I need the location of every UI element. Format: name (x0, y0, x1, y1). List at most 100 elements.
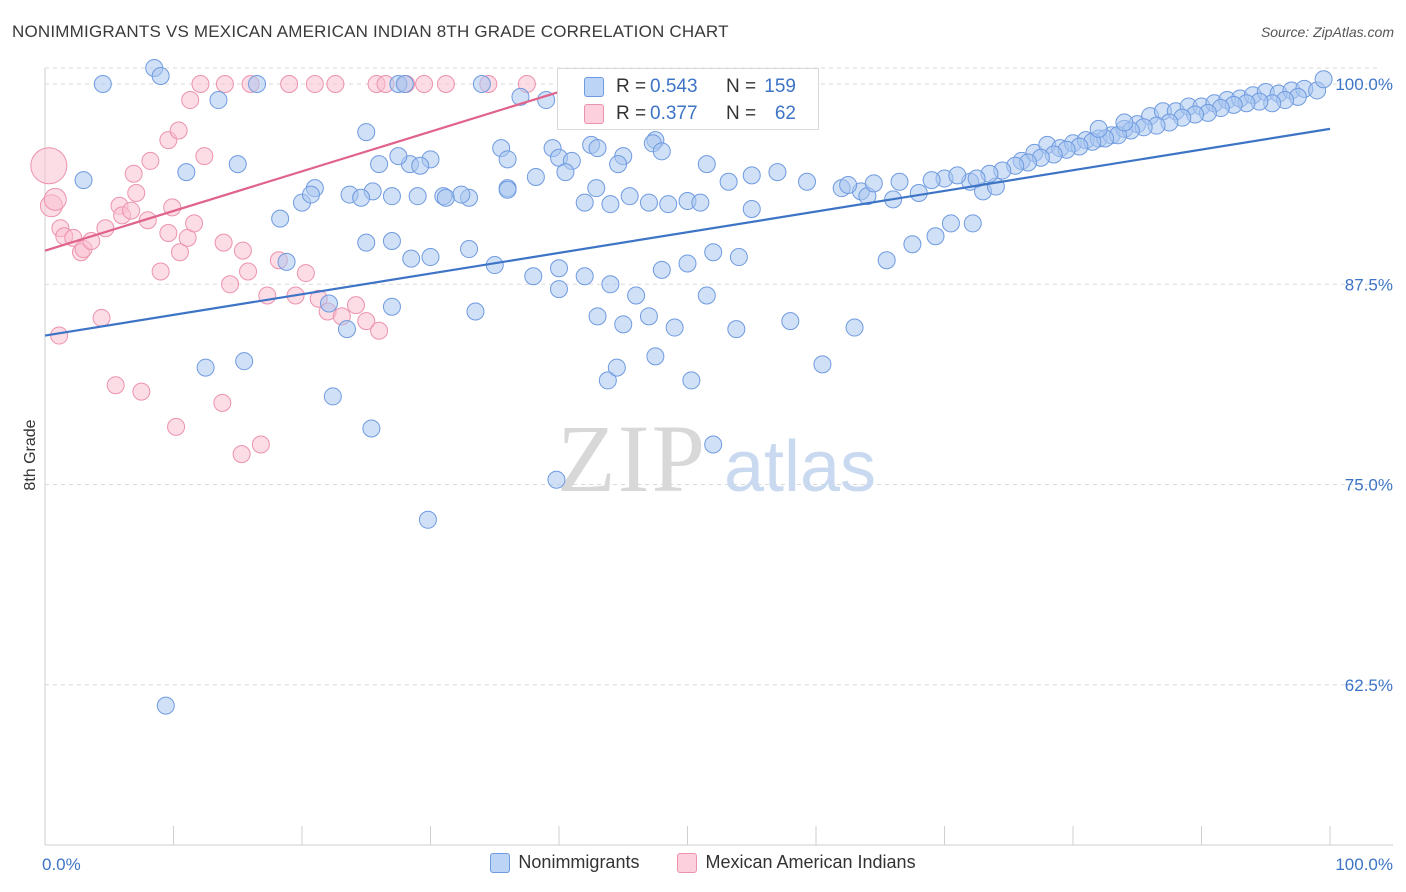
blue-point (704, 435, 723, 454)
pink-point (159, 224, 178, 243)
blue-point (550, 280, 568, 299)
blue-point (370, 155, 389, 174)
blue-point (742, 166, 761, 185)
blue-point (408, 187, 427, 206)
blue-point (601, 275, 620, 294)
n-label: N = (726, 76, 757, 97)
pink-point (370, 321, 389, 340)
blue-point (402, 249, 421, 268)
y-tick-label: 87.5% (1345, 275, 1393, 294)
blue-point (941, 214, 960, 233)
pink-point (170, 243, 189, 262)
blue-point (890, 172, 909, 191)
blue-point (418, 510, 437, 529)
blue-point (798, 172, 817, 191)
mexican-american-indians-trend-line (44, 82, 586, 252)
pink-point (280, 75, 299, 94)
blue-point (357, 233, 376, 252)
blue-point (524, 267, 543, 286)
x-tick-label: 0.0% (42, 855, 81, 874)
blue-point (389, 147, 408, 166)
blue-point (877, 251, 896, 270)
blue-point (323, 387, 342, 406)
legend-item-nonimmigrants[interactable]: Nonimmigrants (490, 852, 639, 873)
watermark-zip: ZIP (557, 405, 707, 512)
blue-point (665, 318, 684, 337)
blue-point (547, 470, 566, 489)
blue-point (357, 123, 376, 142)
blue-point (575, 267, 594, 286)
blue-point (271, 209, 290, 228)
blue-point (362, 419, 381, 438)
blue-point (587, 179, 606, 198)
blue-point (395, 75, 414, 94)
blue-point (248, 75, 267, 94)
legend-label: Nonimmigrants (518, 852, 640, 872)
pink-point (305, 75, 324, 94)
pink-point (195, 147, 214, 166)
pink-point (151, 262, 170, 281)
pink-point (167, 417, 186, 436)
blue-point (1089, 119, 1108, 138)
legend-item-mexican-american-indians[interactable]: Mexican American Indians (677, 852, 916, 873)
r-label: R = (616, 103, 647, 124)
blue-point (704, 243, 723, 262)
blue-point (639, 307, 658, 326)
blue-point (967, 169, 986, 188)
blue-point (74, 171, 93, 190)
blue-point (382, 232, 401, 251)
pink-point (181, 91, 200, 110)
source-note: Source: ZipAtlas.com (1260, 24, 1394, 40)
r-value: 0.543 (650, 76, 698, 97)
blue-point (588, 139, 607, 158)
pink-point (214, 233, 233, 252)
nonimmigrants-trend-line (44, 127, 1331, 337)
blue-point (601, 195, 620, 214)
blue-point (903, 235, 922, 254)
blue-point (719, 172, 738, 191)
blue-point (511, 87, 530, 106)
blue-point (1115, 113, 1134, 132)
blue-point (319, 294, 338, 313)
blue-point (963, 214, 982, 233)
blue-point (498, 180, 517, 199)
pink-point (436, 75, 455, 94)
blue-point (813, 355, 832, 374)
blue-point (768, 163, 787, 182)
blue-point (682, 371, 701, 390)
pink-point (124, 164, 143, 183)
pink-point (92, 308, 111, 327)
pink-point (169, 121, 188, 140)
blue-point (177, 163, 196, 182)
blue-point (498, 150, 517, 169)
n-label: N = (726, 103, 757, 124)
blue-point (652, 142, 671, 161)
blue-point (697, 286, 716, 305)
pink-point (43, 187, 67, 211)
blue-point (196, 358, 215, 377)
blue-point (277, 252, 296, 271)
y-tick-label: 62.5% (1345, 676, 1393, 695)
bottom-legend: Nonimmigrants Mexican American Indians (0, 852, 1406, 873)
pink-point (50, 326, 69, 345)
blue-point (727, 320, 746, 339)
pink-point (185, 214, 204, 233)
pink-point (132, 382, 151, 401)
blue-point (742, 199, 761, 218)
blue-point (620, 187, 639, 206)
blue-point (382, 297, 401, 316)
pink-point (215, 75, 234, 94)
blue-point (652, 260, 671, 279)
blue-point (691, 193, 710, 212)
stats-swatch-blue (584, 77, 604, 97)
pink-point (233, 241, 252, 260)
blue-point (729, 248, 748, 267)
legend-swatch-blue (490, 852, 511, 873)
blue-point (93, 75, 112, 94)
blue-point (922, 171, 941, 190)
pink-point (127, 183, 146, 202)
pink-point (251, 435, 270, 454)
r-label: R = (616, 76, 647, 97)
blue-point (781, 312, 800, 331)
